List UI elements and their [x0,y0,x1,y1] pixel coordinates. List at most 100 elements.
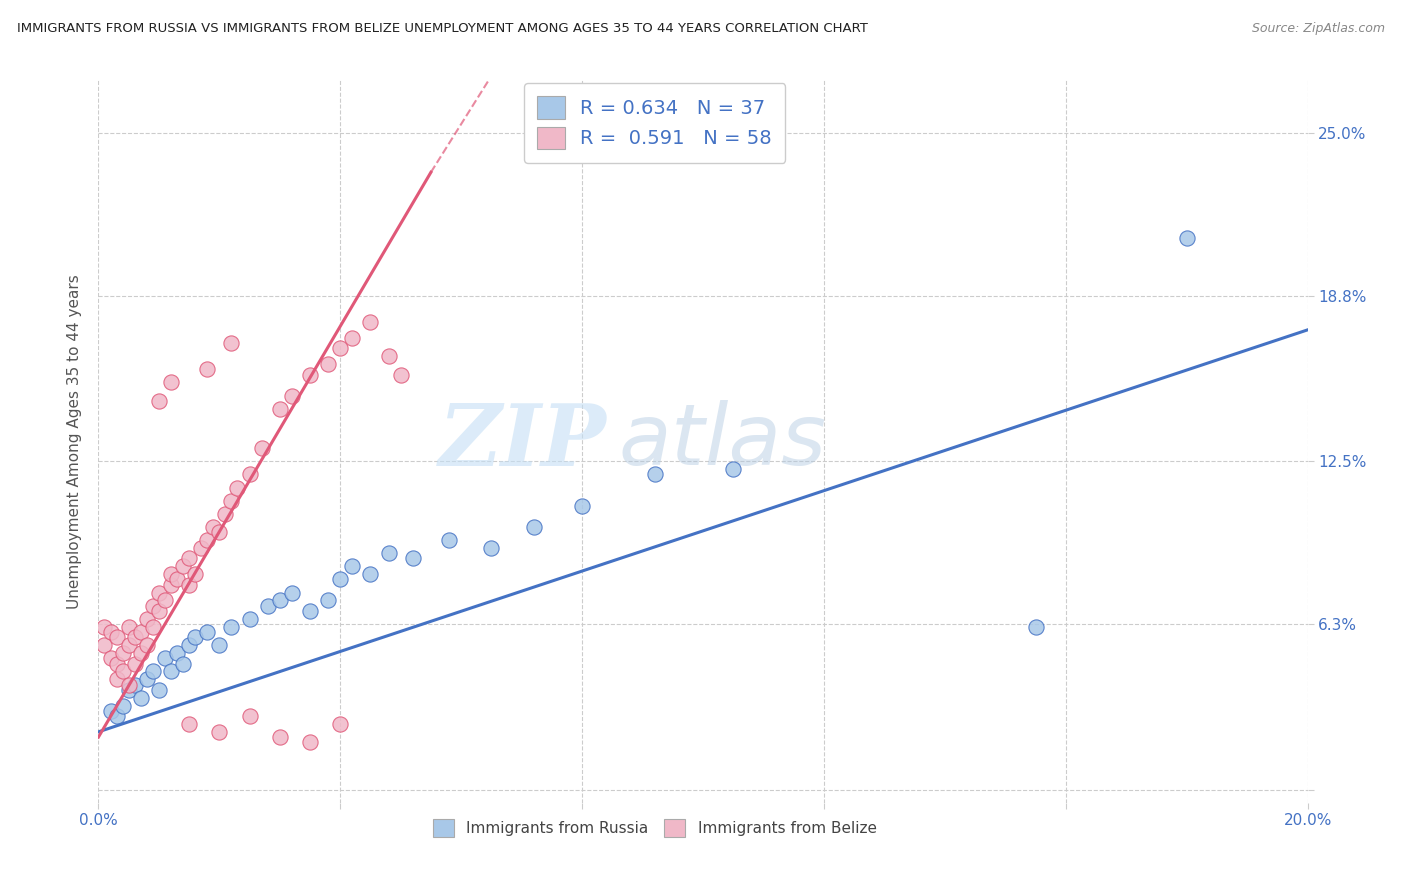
Point [208,525,231,540]
Point [190,541,212,555]
Point [402,551,425,566]
Point [329,341,352,355]
Point [111,698,134,713]
Point [316,593,339,607]
Point [269,593,291,607]
Text: Source: ZipAtlas.com: Source: ZipAtlas.com [1251,22,1385,36]
Point [1175,231,1198,245]
Point [1024,620,1046,634]
Point [281,388,304,402]
Point [239,612,262,626]
Point [100,625,122,640]
Point [179,578,201,592]
Point [214,507,236,521]
Point [179,717,201,731]
Point [135,673,157,687]
Point [166,573,188,587]
Point [316,357,339,371]
Point [208,638,231,652]
Point [118,682,141,697]
Point [644,467,666,482]
Point [142,599,165,613]
Point [437,533,460,547]
Point [166,646,188,660]
Point [360,567,382,582]
Point [111,665,134,679]
Point [195,533,218,547]
Point [124,657,146,671]
Point [105,630,128,644]
Point [105,709,128,723]
Point [221,493,243,508]
Point [111,646,134,660]
Point [100,704,122,718]
Point [523,520,546,534]
Point [208,724,231,739]
Point [571,499,593,513]
Point [360,315,382,329]
Point [184,630,207,644]
Point [195,362,218,376]
Point [377,349,399,363]
Point [329,717,352,731]
Point [256,599,278,613]
Point [377,546,399,560]
Point [118,620,141,634]
Point [93,638,115,652]
Point [135,638,157,652]
Point [195,625,218,640]
Point [148,604,170,618]
Point [153,651,176,665]
Point [723,462,745,476]
Point [179,638,201,652]
Point [129,690,152,705]
Point [239,467,262,482]
Point [148,682,170,697]
Point [124,677,146,691]
Point [129,625,152,640]
Point [105,673,128,687]
Point [142,620,165,634]
Point [389,368,412,382]
Point [172,657,194,671]
Point [221,336,243,351]
Point [148,393,170,408]
Point [269,730,291,744]
Point [135,612,157,626]
Point [481,541,503,555]
Point [142,665,165,679]
Point [100,651,122,665]
Point [299,368,322,382]
Point [226,481,249,495]
Point [239,709,262,723]
Point [118,677,141,691]
Point [129,646,152,660]
Point [329,573,352,587]
Point [250,441,273,455]
Point [172,559,194,574]
Point [342,331,364,345]
Point [221,620,243,634]
Point [93,620,115,634]
Point [184,567,207,582]
Point [342,559,364,574]
Point [124,630,146,644]
Point [148,585,170,599]
Y-axis label: Unemployment Among Ages 35 to 44 years: Unemployment Among Ages 35 to 44 years [67,274,83,609]
Point [202,520,225,534]
Point [281,585,304,599]
Point [160,578,183,592]
Point [105,657,128,671]
Point [160,376,183,390]
Legend: Immigrants from Russia, Immigrants from Belize: Immigrants from Russia, Immigrants from … [420,807,889,849]
Text: IMMIGRANTS FROM RUSSIA VS IMMIGRANTS FROM BELIZE UNEMPLOYMENT AMONG AGES 35 TO 4: IMMIGRANTS FROM RUSSIA VS IMMIGRANTS FRO… [17,22,868,36]
Point [269,401,291,416]
Text: ZIP: ZIP [439,400,606,483]
Point [118,638,141,652]
Point [160,567,183,582]
Point [179,551,201,566]
Point [153,593,176,607]
Point [160,665,183,679]
Point [299,735,322,749]
Point [299,604,322,618]
